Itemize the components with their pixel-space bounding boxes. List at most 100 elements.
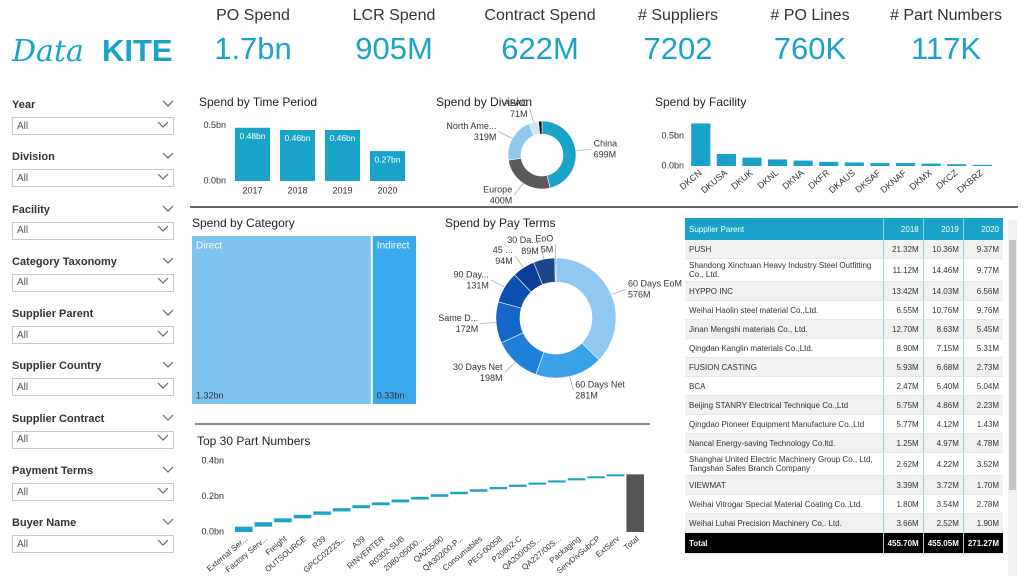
dropdown[interactable]: All: [12, 273, 174, 292]
x-tick-label: DKBRZ: [955, 167, 985, 195]
table-cell: 1.80M: [882, 494, 924, 514]
value-label: 0.46bn: [330, 133, 356, 143]
tile-label: Direct: [196, 241, 222, 252]
table-row: Weihai Haolin steel material Co.,Ltd. 6.5…: [685, 300, 1003, 320]
slice-label: EoO: [535, 233, 553, 243]
chart-title: Top 30 Part Numbers: [197, 434, 310, 448]
dropdown[interactable]: All: [12, 535, 174, 554]
filter-name: Supplier Contract: [12, 412, 105, 425]
step-bar: [313, 511, 331, 515]
table-cell: Qingdan Kanglin materials Co.,Ltd.: [685, 338, 884, 358]
x-tick-label: 2019: [332, 185, 352, 195]
filter-label: Division: [12, 148, 174, 166]
table-cell: 3.66M: [882, 513, 924, 533]
chevron: [162, 308, 174, 320]
tile-value: 1.32bn: [196, 390, 224, 400]
dropdown[interactable]: All: [12, 326, 174, 345]
leader: [513, 183, 524, 196]
slice-value: 400M: [490, 195, 513, 205]
leader: [540, 245, 545, 260]
dropdown[interactable]: All: [12, 117, 174, 135]
step-bar: [508, 484, 527, 487]
bar: [234, 127, 271, 181]
x-tick-label: DKAUS: [827, 168, 857, 196]
slice: [555, 257, 617, 361]
table-row: Shanghai United Electric Machinery Group…: [685, 452, 1003, 476]
kpi-label: # Part Numbers: [890, 7, 1002, 24]
slice-label: APAC: [504, 98, 528, 108]
bar: [844, 162, 864, 166]
leader: [569, 376, 574, 391]
column-header: 2018: [882, 218, 924, 240]
chevron: [162, 204, 174, 216]
supplier-table: Supplier Parent 2018 2019 2020 PUSH 21.32M 10.…: [685, 218, 1003, 580]
x-tick-label: 2018: [287, 185, 307, 195]
dropdown[interactable]: All: [12, 483, 174, 502]
table-cell: Weihai Haolin steel material Co.,Ltd.: [685, 300, 884, 320]
chevron: [162, 256, 174, 268]
slice-label: Same D...: [438, 313, 478, 323]
slice-value: 5M: [541, 244, 554, 254]
bar: [324, 129, 361, 181]
table-cell: HYPPO INC: [685, 281, 884, 301]
bar: [895, 163, 916, 166]
filter: Supplier Parent All: [12, 305, 174, 357]
step-bar: [587, 476, 605, 479]
slice: [554, 257, 557, 283]
step-bar: [606, 474, 625, 477]
column-header: 2019: [922, 218, 964, 240]
table-row: Qingdan Kanglin materials Co.,Ltd. 8.90M 7…: [685, 338, 1003, 358]
chevron: [157, 173, 169, 184]
value-label: 0.27bn: [375, 154, 401, 164]
dropdown[interactable]: All: [12, 169, 174, 188]
table-cell: 4.22M: [922, 452, 964, 476]
table-row: VIEWMAT 3.39M 3.72M 1.70M: [685, 475, 1003, 495]
filter: Supplier Country All: [12, 357, 174, 409]
dropdown[interactable]: All: [12, 378, 174, 397]
table-cell: 2.23M: [962, 395, 1003, 415]
slice-label: 30 Da...: [507, 235, 539, 245]
leader: [490, 279, 505, 288]
table-cell: 2.62M: [882, 452, 924, 476]
table-cell: 2.73M: [962, 357, 1003, 377]
tile-label: Indirect: [377, 241, 410, 252]
y-tick-label: 0.0bn: [201, 526, 224, 536]
step-bar: [254, 522, 273, 527]
slice-value: 198M: [480, 373, 503, 383]
table-cell: Weihai Luhai Precision Machinery Co,. Lt…: [685, 513, 884, 533]
filter-name: Buyer Name: [12, 517, 77, 530]
filter: Facility All: [12, 201, 174, 253]
table-cell: 9.77M: [962, 258, 1003, 282]
x-tick-label: DKUK: [729, 168, 755, 192]
slice-label: Europe: [483, 184, 512, 194]
total-cell: 271.27M: [962, 532, 1003, 554]
slice-value: 94M: [495, 256, 513, 266]
table-row: Jinan Mengshi materials Co., Ltd. 12.70M 8…: [685, 319, 1003, 339]
bar: [369, 151, 406, 181]
filter-label: Facility: [12, 201, 174, 219]
filter-panel: Year All Division All Facility All Category Ta…: [12, 96, 174, 567]
table-cell: 21.32M: [882, 240, 924, 259]
x-tick-label: 2020: [377, 185, 397, 195]
total-row: Total 455.70M 455.05M 271.27M: [685, 532, 1003, 554]
chart-title: Spend by Facility: [655, 95, 746, 109]
slice-value: 576M: [628, 290, 651, 300]
dropdown-value: All: [17, 486, 29, 498]
kpi-value: 117K: [911, 31, 981, 66]
bar: [921, 163, 941, 166]
column-header: 2020: [962, 218, 1003, 240]
kpi-label: Contract Spend: [484, 7, 595, 24]
kpi-value: 905M: [355, 31, 433, 66]
kpi-value: 622M: [501, 31, 579, 66]
filter-name: Payment Terms: [12, 465, 94, 478]
table-row: Qingdao Pioneer Equipment Manufacture Co…: [685, 414, 1003, 434]
kpi-value: 1.7bn: [214, 31, 292, 66]
filter-name: Supplier Parent: [12, 308, 94, 321]
dropdown[interactable]: All: [12, 221, 174, 240]
table-cell: 4.97M: [922, 433, 964, 453]
leader: [498, 131, 513, 139]
step-bar: [489, 486, 508, 490]
table-cell: 14.03M: [922, 281, 964, 301]
dropdown[interactable]: All: [12, 430, 174, 449]
